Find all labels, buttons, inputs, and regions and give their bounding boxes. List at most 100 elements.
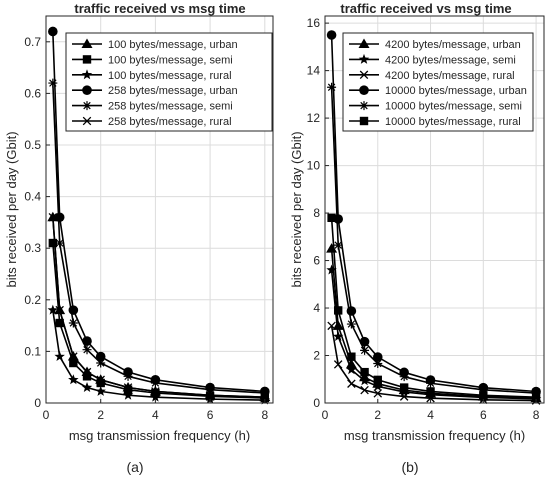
data-point-star-marker	[68, 374, 79, 385]
data-point-square-marker	[373, 375, 382, 385]
legend-entry-label: 10000 bytes/message, semi	[385, 101, 522, 113]
panel-label: (b)	[401, 459, 418, 475]
chart-title: traffic received vs msg time	[340, 1, 511, 16]
data-point-x-marker	[347, 379, 356, 388]
y-tick-label: 0.3	[24, 241, 41, 255]
legend-box	[342, 32, 534, 132]
data-point-square-marker	[55, 318, 64, 328]
y-tick-label: 12	[307, 111, 321, 125]
y-tick-label: 0	[34, 396, 41, 410]
tick-labels: 0 2 4 6 8 0 0.1 0.2 0.3 0.4 0.5 0.6 0.7	[24, 35, 268, 422]
data-point-square-marker	[327, 213, 336, 223]
data-point-star-marker	[332, 331, 344, 341]
data-point-asterisk-marker	[360, 345, 370, 355]
data-point-asterisk-marker	[68, 318, 78, 328]
legend-entry-label: 100 bytes/message, urban	[108, 39, 238, 51]
legend: 100 bytes/message, urban 100 bytes/messag…	[65, 32, 273, 132]
data-point-asterisk-marker	[150, 378, 160, 388]
data-point-circle-marker	[326, 30, 337, 40]
legend-entry-label: 258 bytes/message, rural	[108, 116, 232, 128]
data-point-x-marker	[123, 383, 133, 392]
chart-panel-1: 0 2 4 6 8 0 0.1 0.2 0.3 0.4 0.5 0.6 0.7 traffic recei…	[4, 1, 274, 475]
y-tick-label: 0.6	[24, 86, 41, 100]
data-point-circle-marker	[372, 352, 383, 362]
data-point-x-marker	[260, 392, 270, 402]
data-point-asterisk-marker	[96, 358, 106, 368]
data-point-x-marker	[360, 385, 369, 395]
legend-entry-label: 100 bytes/message, rural	[108, 70, 232, 82]
data-point-asterisk-marker	[333, 240, 343, 250]
data-point-asterisk-marker	[260, 388, 270, 398]
legend-circle-marker	[82, 85, 92, 95]
data-point-x-marker	[373, 389, 383, 398]
legend-entry-label: 10000 bytes/message, rural	[385, 116, 521, 128]
data-point-square-marker	[531, 393, 541, 402]
legend-star-marker	[81, 69, 93, 80]
x-tick-label: 2	[374, 408, 381, 422]
data-point-square-marker	[82, 372, 92, 381]
data-point-star-marker	[54, 351, 65, 362]
data-point-square-marker	[426, 387, 435, 396]
data-point-triangle-marker	[332, 320, 344, 330]
data-point-asterisk-marker	[82, 345, 92, 355]
data-point-square-marker	[96, 378, 105, 388]
data-point-square-marker	[333, 306, 343, 315]
legend-entry-label: 10000 bytes/message, urban	[385, 85, 527, 97]
data-point-x-marker	[205, 391, 215, 400]
x-axis-label: msg transmission frequency (h)	[69, 428, 250, 443]
y-axis-label: bits received per day (Gbit)	[4, 131, 19, 287]
series-group	[326, 30, 542, 405]
data-point-star-marker	[122, 389, 134, 400]
legend: 4200 bytes/message, urban 4200 bytes/mess…	[342, 32, 534, 132]
y-tick-label: 0.4	[24, 190, 41, 204]
x-tick-label: 4	[427, 408, 434, 422]
data-point-star-marker	[47, 304, 59, 315]
data-point-triangle-marker	[345, 358, 357, 369]
data-point-asterisk-marker	[48, 78, 58, 88]
x-axis-label: msg transmission frequency (h)	[344, 428, 525, 443]
data-point-x-marker	[333, 360, 343, 369]
data-point-square-marker	[360, 367, 369, 377]
data-point-star-marker	[81, 382, 93, 392]
data-point-x-marker	[151, 387, 160, 396]
data-point-asterisk-marker	[205, 385, 215, 395]
data-point-star-marker	[346, 364, 357, 375]
legend-triangle-marker	[358, 38, 370, 48]
legend-square-marker	[82, 55, 92, 64]
data-point-asterisk-marker	[478, 385, 488, 395]
data-point-x-marker	[96, 375, 105, 385]
y-tick-label: 0.5	[24, 138, 41, 152]
data-point-asterisk-marker	[373, 359, 383, 369]
data-point-x-marker	[426, 393, 435, 403]
x-tick-label: 6	[207, 408, 214, 422]
data-point-asterisk-marker	[399, 372, 409, 382]
data-point-x-marker	[48, 212, 58, 222]
x-tick-label: 4	[152, 408, 159, 422]
panel-label: (a)	[126, 459, 143, 475]
x-tick-label: 0	[322, 408, 329, 422]
y-tick-label: 0.7	[24, 35, 41, 49]
legend-entry-label: 100 bytes/message, semi	[108, 54, 233, 66]
chart-title: traffic received vs msg time	[74, 1, 245, 16]
data-point-star-marker	[372, 380, 383, 391]
legend-entry-label: 258 bytes/message, urban	[108, 85, 238, 97]
data-point-star-marker	[95, 385, 106, 396]
data-point-star-marker	[359, 375, 370, 386]
legend-triangle-marker	[81, 38, 93, 48]
x-tick-label: 8	[533, 408, 540, 422]
data-point-circle-marker	[95, 351, 106, 362]
tick-labels: 0 2 4 6 8 0 2 4 6 8 10 12 14 16	[307, 16, 540, 422]
data-point-square-marker	[479, 391, 488, 400]
data-point-asterisk-marker	[426, 378, 436, 388]
legend-circle-marker	[359, 85, 369, 95]
data-point-x-marker	[55, 305, 64, 315]
legend-entry-label: 4200 bytes/message, urban	[385, 39, 521, 51]
y-tick-label: 0.1	[24, 344, 41, 358]
x-tick-label: 8	[261, 408, 268, 422]
data-point-square-marker	[123, 385, 133, 394]
data-point-asterisk-marker	[327, 82, 337, 92]
data-point-x-marker	[82, 367, 92, 377]
legend-x-marker	[82, 116, 92, 126]
data-point-square-marker	[399, 383, 409, 392]
x-tick-label: 0	[43, 408, 50, 422]
